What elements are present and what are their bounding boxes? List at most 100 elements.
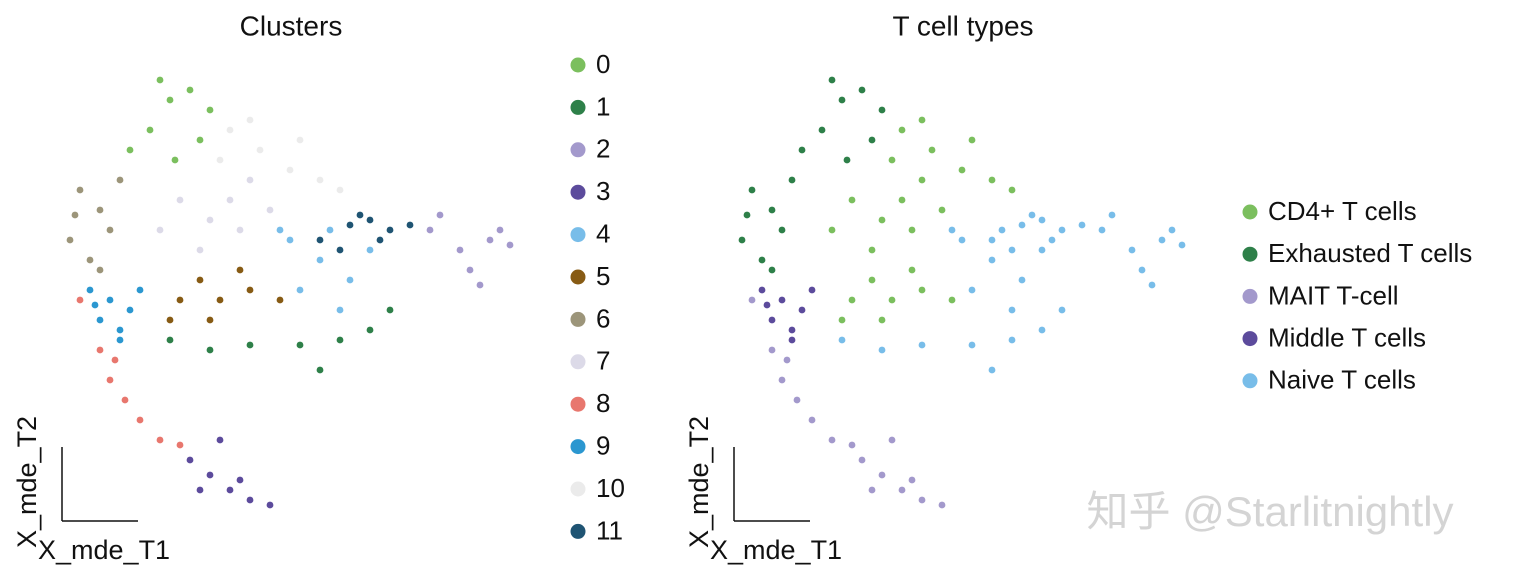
point: [878, 106, 886, 114]
point: [1038, 216, 1046, 224]
point: [366, 326, 374, 334]
point: [1178, 241, 1186, 249]
legend-marker: [570, 481, 586, 497]
point: [91, 301, 99, 309]
point: [763, 301, 771, 309]
chart-title: Clusters: [240, 10, 343, 41]
legend-label: 9: [596, 430, 610, 460]
point: [336, 246, 344, 254]
point: [316, 256, 324, 264]
point: [196, 136, 204, 144]
point: [908, 266, 916, 274]
point: [988, 236, 996, 244]
point: [758, 256, 766, 264]
point: [316, 366, 324, 374]
point: [246, 116, 254, 124]
point: [838, 336, 846, 344]
chart-title: T cell types: [892, 10, 1033, 41]
legend-marker: [570, 311, 586, 327]
point: [66, 236, 74, 244]
point: [958, 166, 966, 174]
point: [171, 156, 179, 164]
legend-marker: [570, 523, 586, 539]
point: [868, 486, 876, 494]
legend-marker: [570, 396, 586, 412]
point: [858, 456, 866, 464]
point: [988, 366, 996, 374]
point: [968, 341, 976, 349]
point: [748, 296, 756, 304]
legend-marker: [570, 227, 586, 243]
point: [466, 266, 474, 274]
point: [176, 296, 184, 304]
point: [156, 76, 164, 84]
point: [266, 501, 274, 509]
point: [296, 286, 304, 294]
point: [186, 456, 194, 464]
point: [748, 186, 756, 194]
point: [146, 126, 154, 134]
point: [206, 346, 214, 354]
point: [838, 96, 846, 104]
point: [1038, 326, 1046, 334]
point: [216, 156, 224, 164]
point: [1098, 226, 1106, 234]
point: [106, 376, 114, 384]
point: [843, 156, 851, 164]
point: [878, 471, 886, 479]
point: [476, 281, 484, 289]
point: [216, 436, 224, 444]
point: [186, 86, 194, 94]
legend-marker: [1242, 288, 1258, 304]
point: [116, 176, 124, 184]
legend-label: Exhausted T cells: [1268, 238, 1472, 268]
point: [808, 416, 816, 424]
point: [206, 316, 214, 324]
point: [778, 226, 786, 234]
point: [276, 296, 284, 304]
legend-label: 7: [596, 346, 610, 376]
point: [226, 196, 234, 204]
point: [798, 306, 806, 314]
point: [71, 211, 79, 219]
point: [136, 416, 144, 424]
point: [738, 236, 746, 244]
point: [121, 396, 129, 404]
point: [246, 176, 254, 184]
point: [778, 296, 786, 304]
point: [818, 126, 826, 134]
point: [246, 341, 254, 349]
point: [176, 441, 184, 449]
legend-marker: [1242, 331, 1258, 347]
point: [788, 326, 796, 334]
point: [828, 76, 836, 84]
point: [206, 471, 214, 479]
point: [1008, 306, 1016, 314]
point: [196, 246, 204, 254]
point: [366, 216, 374, 224]
point: [793, 396, 801, 404]
point: [988, 256, 996, 264]
point: [858, 86, 866, 94]
point: [848, 196, 856, 204]
point: [888, 156, 896, 164]
legend-marker: [570, 142, 586, 158]
point: [988, 176, 996, 184]
point: [1158, 236, 1166, 244]
point: [236, 476, 244, 484]
point: [918, 341, 926, 349]
legend-label: Middle T cells: [1268, 322, 1426, 352]
point: [908, 226, 916, 234]
point: [386, 226, 394, 234]
point: [908, 476, 916, 484]
point: [316, 236, 324, 244]
point: [828, 436, 836, 444]
point: [798, 146, 806, 154]
legend-label: CD4+ T cells: [1268, 196, 1417, 226]
legend-label: 6: [596, 303, 610, 333]
legend-marker: [570, 184, 586, 200]
point: [1018, 221, 1026, 229]
legend-marker: [570, 354, 586, 370]
watermark: 知乎 @Starlitnightly: [1086, 488, 1453, 535]
